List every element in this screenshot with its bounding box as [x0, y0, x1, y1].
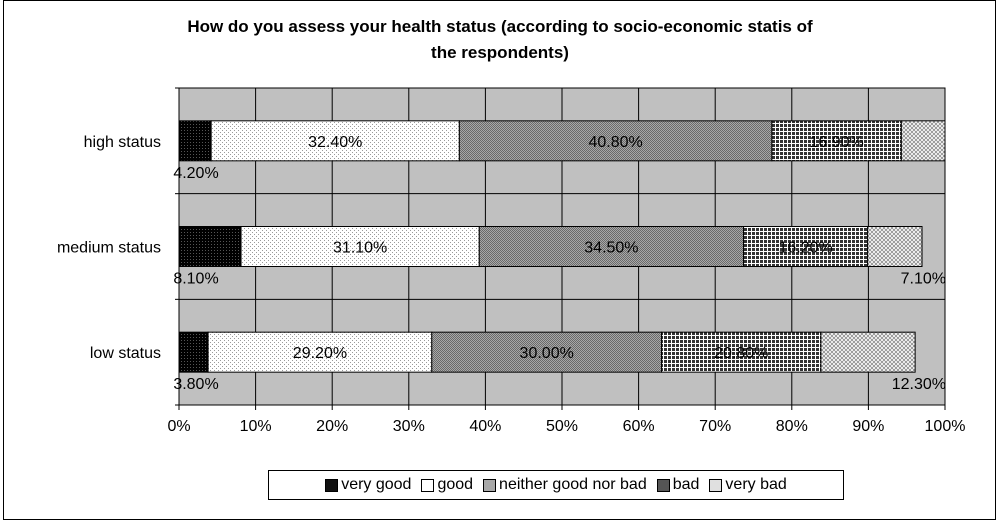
data-label: 40.80%	[588, 134, 642, 151]
x-tick-label: 80%	[776, 418, 808, 435]
x-tick-label: 0%	[167, 418, 190, 435]
legend-swatch	[421, 478, 435, 492]
x-tick-label: 70%	[699, 418, 731, 435]
x-tick-label: 10%	[240, 418, 272, 435]
legend-label: neither good nor bad	[499, 476, 647, 493]
x-tick-label: 100%	[925, 418, 966, 435]
x-tick-label: 50%	[546, 418, 578, 435]
data-label: 8.10%	[173, 271, 218, 288]
bar-segment	[661, 331, 822, 373]
data-label: 31.10%	[333, 240, 387, 257]
data-label: 32.40%	[308, 134, 362, 151]
legend-swatch	[325, 478, 339, 492]
bar-segment	[867, 226, 923, 267]
legend-swatch	[709, 478, 723, 492]
chart-title-line-2: the respondents)	[431, 43, 569, 62]
legend-label: very bad	[725, 476, 787, 493]
x-tick-label: 30%	[393, 418, 425, 435]
legend-item: good	[421, 476, 473, 494]
category-label: low status	[90, 345, 161, 362]
legend-item: bad	[656, 476, 700, 494]
legend-item: very good	[325, 476, 411, 494]
bar-segment	[178, 226, 242, 267]
data-label: 16.90%	[809, 134, 863, 151]
legend-item: neither good nor bad	[483, 476, 647, 494]
bar-segment	[207, 331, 433, 373]
x-tick-label: 40%	[469, 418, 501, 435]
bar-segment	[240, 226, 480, 267]
data-label: 12.30%	[892, 376, 946, 393]
bar-segment	[178, 331, 209, 373]
legend-label: very good	[341, 476, 412, 493]
legend-swatch	[656, 478, 670, 492]
legend: very good good neither good nor bad bad very…	[268, 470, 844, 500]
data-label: 16.20%	[778, 240, 832, 257]
bar-segment	[771, 120, 902, 162]
legend-label: good	[437, 476, 474, 493]
chart-title: How do you assess your health status (ac…	[0, 14, 1000, 66]
bar-segment	[478, 226, 745, 267]
data-label: 30.00%	[520, 345, 574, 362]
category-label: medium status	[57, 240, 161, 257]
legend-item: very bad	[709, 476, 787, 494]
category-label: high status	[84, 134, 161, 151]
bar-segment	[820, 331, 916, 373]
data-label: 20.80%	[714, 345, 768, 362]
x-tick-label: 90%	[852, 418, 884, 435]
data-label: 4.20%	[173, 165, 218, 182]
chart-title-line-1: How do you assess your health status (ac…	[187, 17, 813, 36]
data-label: 3.80%	[173, 376, 218, 393]
bar-segment	[210, 120, 460, 162]
data-label: 29.20%	[293, 345, 347, 362]
x-tick-label: 60%	[623, 418, 655, 435]
data-label: 7.10%	[901, 271, 946, 288]
bar-segment	[743, 226, 869, 267]
legend-swatch	[483, 478, 497, 492]
x-tick-label: 20%	[316, 418, 348, 435]
bar-segment	[900, 120, 946, 162]
data-label: 34.50%	[584, 240, 638, 257]
bar-segment	[431, 331, 663, 373]
legend-label: bad	[672, 476, 700, 493]
bar-chart: 0% 10% 20% 30% 40% 50% 60% 70% 80% 90% 100% high s…	[57, 87, 966, 435]
bar-segment	[178, 120, 212, 162]
